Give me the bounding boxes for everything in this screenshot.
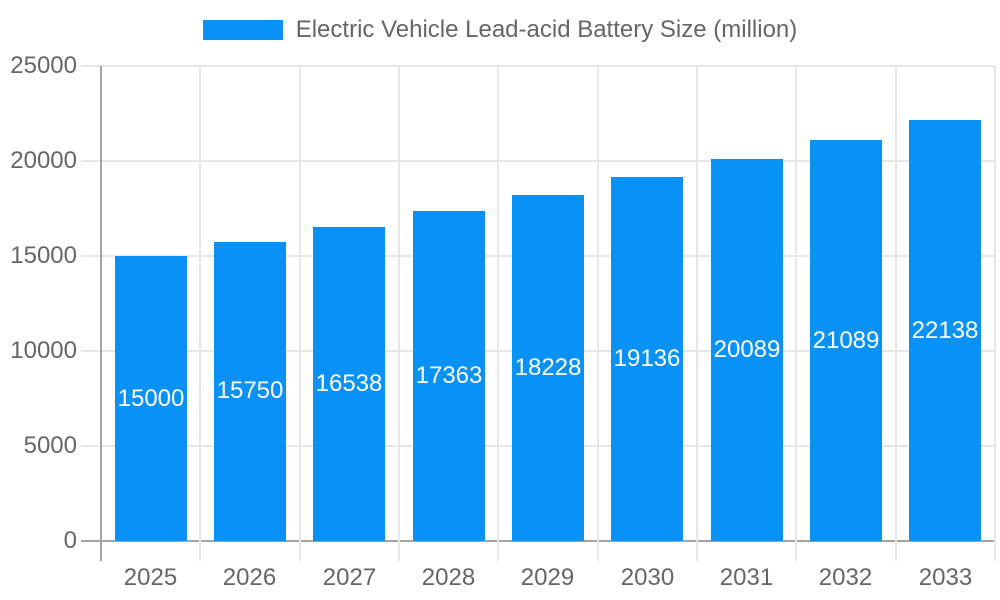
x-axis-tick-label: 2027	[322, 564, 377, 591]
x-gridline	[299, 66, 301, 561]
bar-value-label: 21089	[812, 327, 880, 354]
x-axis-tick-label: 2030	[620, 564, 675, 591]
bar-value-label: 18228	[514, 354, 582, 381]
x-gridline	[497, 66, 499, 561]
y-gridline	[81, 65, 995, 67]
y-axis-tick-label: 25000	[10, 52, 77, 79]
x-axis-tick-label: 2026	[222, 564, 277, 591]
x-gridline	[696, 66, 698, 561]
x-axis-tick-label: 2029	[520, 564, 575, 591]
bar-2030[interactable]	[611, 177, 683, 542]
x-axis-tick-label: 2028	[421, 564, 476, 591]
bar-value-label: 15750	[216, 377, 284, 404]
bar-value-label: 16538	[315, 370, 383, 397]
x-gridline	[199, 66, 201, 561]
y-axis-tick-label: 0	[63, 527, 77, 554]
bar-2029[interactable]	[512, 194, 584, 541]
y-axis-tick-label: 10000	[10, 337, 77, 364]
bar-2032[interactable]	[810, 140, 882, 542]
legend-swatch	[202, 20, 283, 40]
x-gridline	[597, 66, 599, 561]
bar-2031[interactable]	[711, 159, 783, 542]
bar-value-label: 22138	[911, 317, 979, 344]
x-axis-tick-label: 2025	[123, 564, 178, 591]
bar-value-label: 15000	[117, 385, 185, 412]
bar-2028[interactable]	[413, 211, 485, 542]
y-axis-line	[100, 66, 102, 561]
x-axis-tick-label: 2032	[818, 564, 873, 591]
x-gridline	[895, 66, 897, 561]
y-axis-tick-label: 20000	[10, 147, 77, 174]
y-gridline	[81, 160, 995, 162]
x-gridline	[994, 66, 996, 561]
bar-value-label: 19136	[613, 345, 681, 372]
x-axis-tick-label: 2033	[918, 564, 973, 591]
y-axis-tick-label: 5000	[23, 432, 77, 459]
bar-2033[interactable]	[909, 120, 981, 542]
legend-label: Electric Vehicle Lead-acid Battery Size …	[295, 16, 798, 43]
y-axis-tick-label: 15000	[10, 242, 77, 269]
x-gridline	[795, 66, 797, 561]
bar-value-label: 17363	[415, 362, 483, 389]
x-axis-tick-label: 2031	[719, 564, 774, 591]
bar-2025[interactable]	[115, 256, 187, 541]
bar-2027[interactable]	[313, 226, 385, 541]
bar-2026[interactable]	[214, 241, 286, 541]
x-axis-line	[81, 540, 995, 542]
x-gridline	[398, 66, 400, 561]
chart-legend-item[interactable]: Electric Vehicle Lead-acid Battery Size …	[0, 16, 1000, 44]
bar-value-label: 20089	[713, 336, 781, 363]
